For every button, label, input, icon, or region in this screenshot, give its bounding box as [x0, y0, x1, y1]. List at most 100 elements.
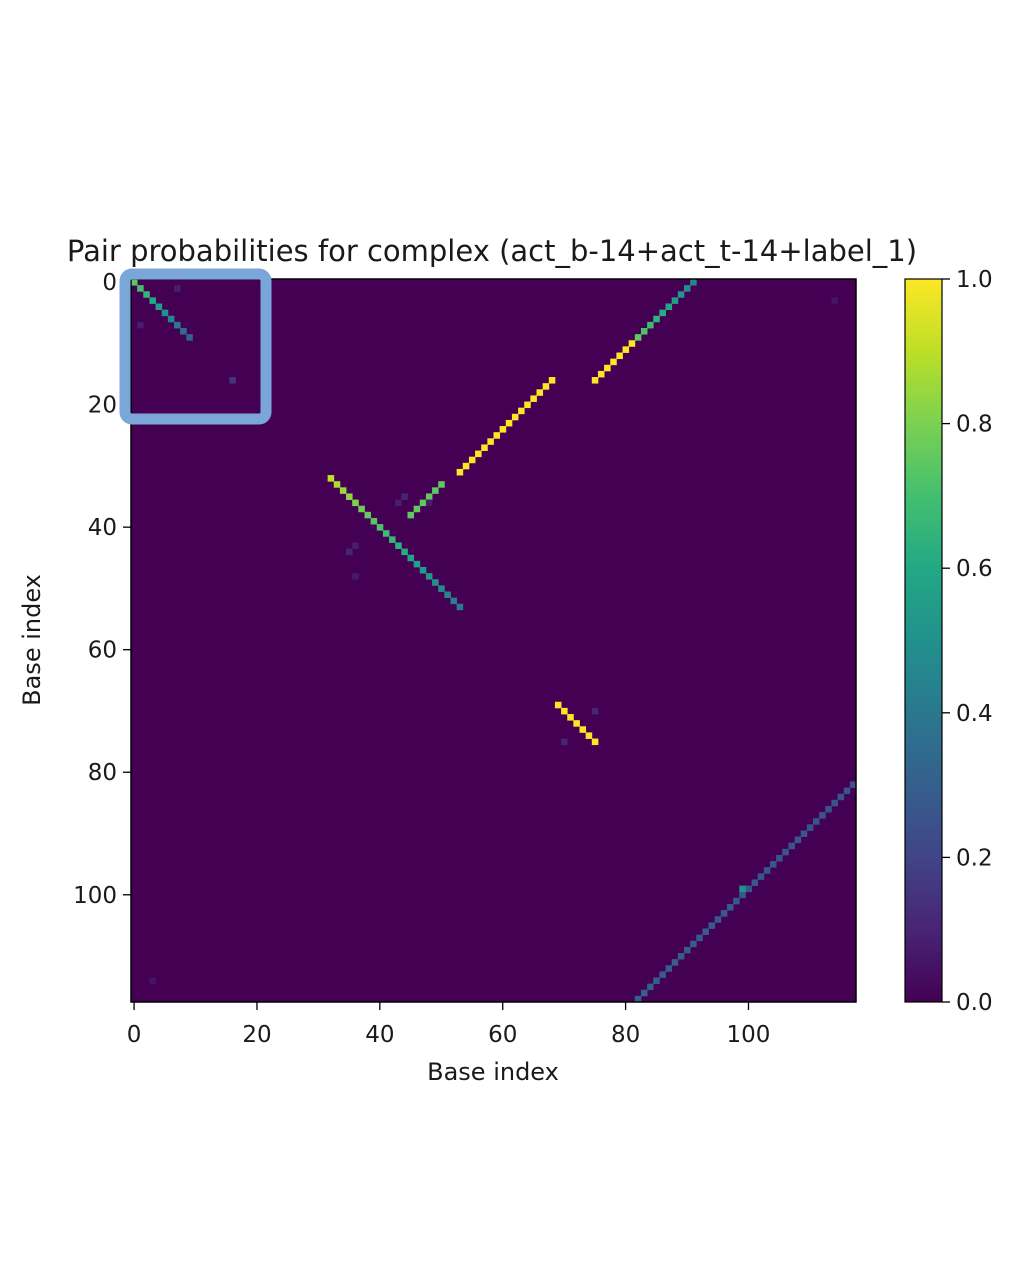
- heatmap-cell: [647, 321, 654, 329]
- heatmap-cell: [444, 591, 451, 599]
- colorbar-tick-label: 0.2: [956, 845, 993, 871]
- heatmap-cell: [395, 499, 402, 507]
- heatmap-cell: [591, 377, 599, 384]
- y-tick-label: 60: [88, 638, 117, 664]
- heatmap-cell: [597, 370, 605, 378]
- heatmap-cell: [487, 438, 494, 445]
- heatmap-cell: [702, 928, 709, 935]
- heatmap-cell: [843, 787, 851, 795]
- heatmap-cell: [407, 554, 415, 562]
- heatmap-cell: [825, 805, 832, 813]
- heatmap-cell: [671, 297, 679, 304]
- heatmap-cell: [548, 377, 556, 384]
- heatmap-cell: [358, 505, 365, 513]
- heatmap-cell: [352, 542, 359, 549]
- heatmap-cell: [591, 738, 599, 746]
- heatmap-cell: [468, 456, 476, 464]
- heatmap-cell: [413, 560, 421, 568]
- heatmap-cell: [567, 714, 574, 721]
- heatmap-cell: [167, 315, 175, 323]
- heatmap-cell: [419, 499, 427, 507]
- heatmap-cell: [647, 983, 654, 991]
- heatmap-cell: [511, 413, 519, 421]
- colorbar-tick-label: 1.0: [956, 267, 993, 293]
- heatmap-background: [131, 279, 856, 1002]
- colorbar-gradient: [904, 278, 943, 1003]
- heatmap-cell: [677, 952, 685, 960]
- heatmap-cell: [401, 548, 408, 556]
- heatmap-cell: [720, 910, 728, 917]
- heatmap-cell: [419, 566, 427, 574]
- x-tick-label: 0: [127, 1022, 142, 1048]
- heatmap-cell: [794, 836, 802, 844]
- heatmap-cell: [782, 848, 789, 856]
- heatmap-cells: [131, 279, 857, 1003]
- heatmap-cell: [413, 505, 421, 513]
- heatmap-cell: [757, 873, 765, 880]
- heatmap-cell: [708, 922, 716, 929]
- heatmap-cell: [149, 297, 156, 304]
- colorbar-tick-label: 0.6: [956, 556, 993, 582]
- highlight-box: [119, 268, 272, 425]
- heatmap-cell: [769, 861, 777, 868]
- y-tick-label: 0: [102, 270, 117, 296]
- heatmap-cell: [640, 328, 648, 335]
- heatmap-cell: [456, 603, 464, 611]
- heatmap-cell: [573, 720, 580, 727]
- heatmap-cell: [739, 891, 746, 899]
- heatmap-cell: [837, 793, 845, 801]
- heatmap-cell: [518, 407, 525, 415]
- colorbar: 0.0 0.2 0.4 0.6 0.8 1.0: [904, 267, 993, 1016]
- heatmap-cell: [849, 781, 857, 788]
- heatmap-cell: [352, 573, 359, 580]
- heatmap-cell: [831, 799, 838, 807]
- x-tick-label: 20: [242, 1022, 271, 1048]
- heatmap-cell: [475, 450, 482, 458]
- heatmap-cell: [739, 885, 746, 893]
- heatmap-cell: [640, 989, 648, 997]
- x-tick-label: 60: [488, 1022, 517, 1048]
- heatmap-cell: [726, 903, 734, 911]
- heatmap-cell: [591, 707, 599, 715]
- heatmap-cell: [561, 738, 568, 746]
- heatmap-cell: [671, 959, 679, 966]
- heatmap-cell: [438, 481, 445, 488]
- heatmap-cell: [499, 426, 507, 433]
- heatmap-cell: [812, 818, 820, 825]
- heatmap-cell: [530, 395, 537, 402]
- heatmap-cell: [229, 377, 236, 384]
- heatmap-cell: [382, 530, 390, 537]
- heatmap-cell: [493, 432, 501, 439]
- x-tick-label: 40: [365, 1022, 394, 1048]
- heatmap-cell: [456, 468, 464, 476]
- heatmap-cell: [659, 971, 666, 978]
- heatmap-cell: [653, 315, 660, 323]
- heatmap-cell: [155, 303, 163, 311]
- heatmap-cell: [137, 321, 144, 329]
- heatmap-cell: [677, 291, 685, 298]
- y-tick-label: 40: [88, 515, 117, 541]
- x-tick-label: 100: [727, 1022, 771, 1048]
- chart-title: Pair probabilities for complex (act_b-14…: [67, 234, 917, 268]
- heatmap-cell: [659, 309, 666, 317]
- heatmap-cell: [536, 389, 544, 396]
- heatmap-cell: [186, 334, 193, 341]
- heatmap-cell: [346, 493, 353, 500]
- colorbar-tick-label: 0.8: [956, 412, 993, 438]
- heatmap-cell: [714, 916, 722, 923]
- heatmap-cell: [696, 934, 703, 942]
- heatmap-cell: [733, 897, 740, 905]
- heatmap-cell: [432, 579, 439, 586]
- heatmap-cell: [149, 977, 156, 985]
- heatmap-cell: [450, 597, 458, 605]
- y-axis-ticks: 0 20 40 60 80 100: [73, 270, 131, 909]
- heatmap-cell: [604, 364, 611, 372]
- heatmap-cell: [376, 524, 384, 531]
- heatmap-cell: [339, 487, 347, 494]
- heatmap-cell: [634, 334, 642, 341]
- heatmap-cell: [425, 493, 433, 500]
- heatmap-cell: [776, 854, 783, 862]
- y-tick-label: 100: [73, 883, 117, 909]
- heatmap-cell: [690, 940, 697, 948]
